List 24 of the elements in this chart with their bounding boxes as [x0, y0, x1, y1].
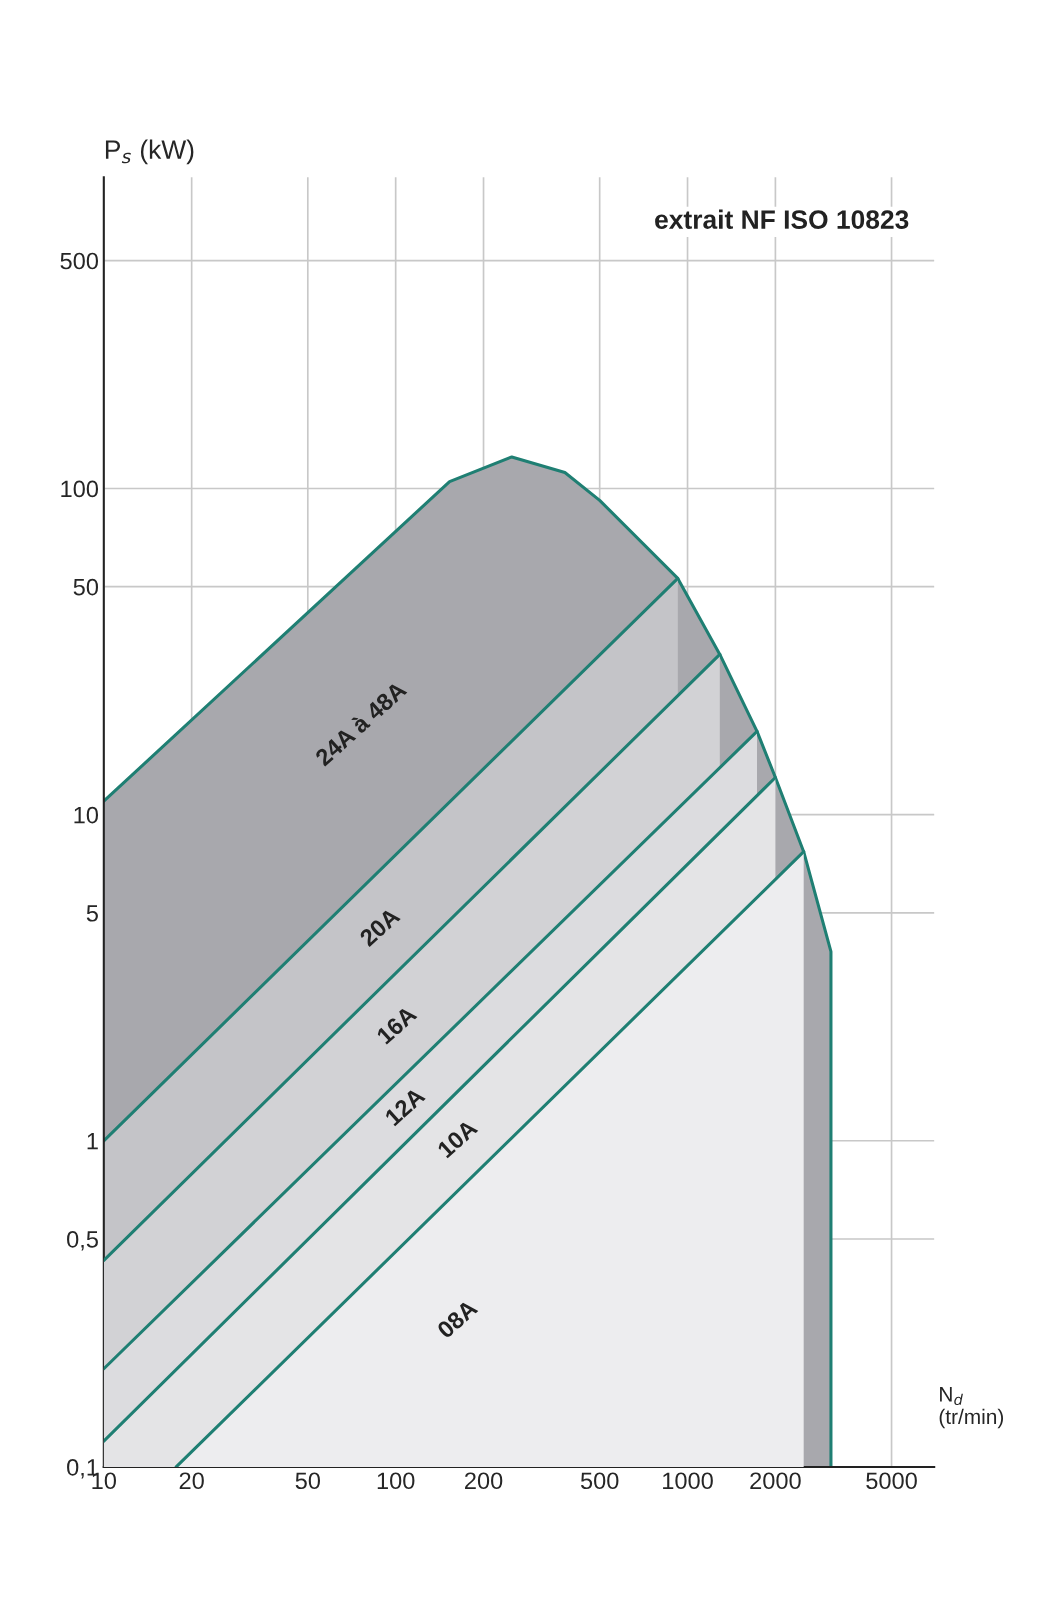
x-tick-label: 200: [465, 1472, 503, 1490]
y-tick-label: 1: [87, 1133, 98, 1150]
x-tick-label: 5000: [866, 1472, 917, 1490]
x-tick-label: 500: [580, 1472, 619, 1490]
x-tick-label: 1000: [663, 1472, 713, 1490]
y-tick-label: 5: [86, 905, 98, 922]
y-tick-label: 100: [61, 480, 99, 498]
y-tick-label: 10: [74, 806, 99, 824]
x-axis-title: N$_{d}$ (tr/min): [939, 1387, 1004, 1429]
x-tick-label: 50: [295, 1472, 321, 1490]
annotation: 12A: [384, 1086, 426, 1127]
y-tick-label: 0,5: [67, 1231, 98, 1251]
y-axis-title: P$_{s}$ (kW): [105, 139, 194, 165]
annotation: 20A: [358, 906, 401, 948]
x-tick-label: 100: [377, 1472, 415, 1490]
y-tick-label: 500: [60, 252, 99, 270]
annotation: 24A à 48A: [313, 679, 408, 767]
annotation: 08A: [436, 1298, 479, 1340]
x-tick-label: 2000: [750, 1472, 801, 1490]
x-tick-label: 20: [179, 1472, 204, 1490]
text: extrait NF ISO 10823: [655, 209, 909, 229]
annotation: 16A: [375, 1004, 418, 1045]
annotation: 10A: [436, 1118, 479, 1159]
y-tick-label: 50: [73, 578, 99, 596]
